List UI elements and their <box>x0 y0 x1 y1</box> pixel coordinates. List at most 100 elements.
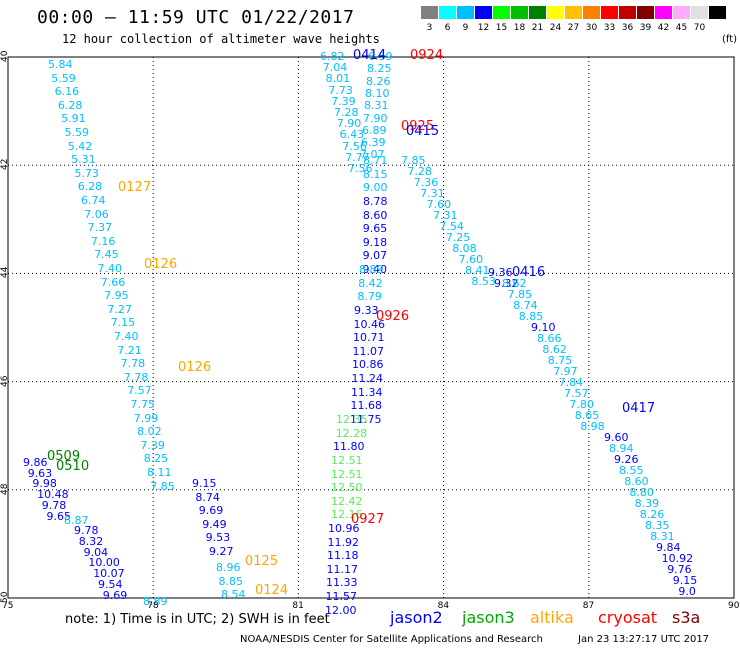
legend-swatch <box>691 6 708 19</box>
satellite-name: jason3 <box>462 608 515 627</box>
wave-height-value: 7.60 <box>426 198 452 211</box>
wave-height-value: 7.99 <box>133 411 159 425</box>
satellite-name: s3a <box>672 608 701 627</box>
wave-height-value: 5.84 <box>48 58 73 71</box>
wave-height-value: 9.69 <box>102 588 128 602</box>
wave-height-value: 8.10 <box>365 86 390 100</box>
wave-height-value: 8.60 <box>362 208 388 222</box>
wave-height-value: 8.54 <box>221 588 246 602</box>
wave-height-value: 7.56 <box>348 162 373 175</box>
wave-height-value: 5.31 <box>71 153 96 167</box>
wave-height-value: 11.33 <box>326 576 358 590</box>
wave-height-value: 9.98 <box>32 477 57 491</box>
wave-height-value: 7.73 <box>328 83 353 97</box>
wave-height-value: 7.84 <box>558 376 584 389</box>
wave-height-value: 12.42 <box>331 494 363 508</box>
wave-height-value: 8.60 <box>624 475 649 488</box>
wave-height-value: 8.26 <box>639 508 665 521</box>
legend-swatch <box>421 6 438 19</box>
legend-label: 30 <box>585 23 598 33</box>
wave-height-value: 7.28 <box>407 165 432 178</box>
wave-height-value: 9.32 <box>494 277 519 290</box>
wave-height-value: 8.74 <box>513 299 538 312</box>
wave-height-value: 6.59 <box>368 50 393 63</box>
wave-height-value: 11.24 <box>351 372 384 385</box>
wave-height-value: 12.50 <box>331 481 363 495</box>
wave-height-value: 9.60 <box>604 431 629 444</box>
legend-label: 27 <box>567 23 580 33</box>
x-tick-label: 90 <box>728 601 740 611</box>
wave-height-value: 8.26 <box>366 74 391 88</box>
wave-height-value: 8.31 <box>650 530 675 543</box>
legend-label: 12 <box>477 23 490 33</box>
wave-height-value: 8.65 <box>574 409 600 422</box>
pass-time-label: 0126 <box>178 360 212 375</box>
wave-height-value: 5.42 <box>67 139 93 153</box>
wave-height-value: 7.04 <box>322 61 348 75</box>
page-subtitle: 12 hour collection of altimeter wave hei… <box>62 32 380 46</box>
wave-height-value: 7.27 <box>107 302 132 316</box>
wave-height-value: 7.78 <box>123 370 149 384</box>
y-tick-label: 42 <box>0 158 10 171</box>
wave-height-value: 8.35 <box>645 519 670 532</box>
wave-height-value: 7.85 <box>150 479 175 493</box>
wave-height-value: 8.42 <box>358 276 383 290</box>
legend-label: 42 <box>657 23 670 33</box>
wave-height-value: 8.62 <box>542 343 567 356</box>
wave-height-value: 9.69 <box>198 504 224 518</box>
y-tick-label: 50 <box>0 591 10 603</box>
wave-height-value: 9.78 <box>74 524 99 537</box>
map-grid <box>7 56 735 599</box>
wave-height-value: 6.74 <box>81 194 106 207</box>
wave-height-value: 9.33 <box>354 304 379 317</box>
wave-height-value: 11.18 <box>327 549 359 563</box>
wave-height-value: 8.25 <box>367 62 392 76</box>
wave-height-value: 7.90 <box>336 117 362 131</box>
pass-time-label: 0415 <box>406 124 440 139</box>
legend-swatch <box>511 6 528 19</box>
wave-height-value: 8.01 <box>325 72 351 86</box>
wave-height-value: 7.25 <box>445 231 471 244</box>
wave-height-value: 8.80 <box>629 486 654 499</box>
wave-height-value: 7.28 <box>334 106 359 119</box>
wave-height-value: 9.15 <box>192 477 217 490</box>
wave-height-value: 10.86 <box>352 358 384 372</box>
map-plot-area: 5.84 5.59 6.16 6.28 5.91 5.59 5.42 5.31 5.73 6.28… <box>7 48 735 617</box>
wave-height-value: 8.66 <box>537 332 562 345</box>
wave-height-value: 7.15 <box>110 316 136 330</box>
wave-height-value: 12.51 <box>331 454 363 467</box>
wave-height-value: 8.25 <box>143 452 169 466</box>
wave-height-value: 7.85 <box>401 154 426 167</box>
wave-height-value: 11.75 <box>350 412 382 426</box>
legend-swatch <box>493 6 510 19</box>
wave-height-value: 8.02 <box>137 425 162 439</box>
wave-height-value: 11.34 <box>351 385 383 399</box>
wave-height-value: 6.28 <box>57 98 83 112</box>
wave-height-value: 7.78 <box>120 357 146 371</box>
wave-height-value: 12.16 <box>331 508 363 522</box>
legend-label: 36 <box>621 23 634 33</box>
wave-height-value: 11.68 <box>350 399 383 413</box>
wave-height-value: 6.89 <box>362 123 387 137</box>
wave-height-value: 8.87 <box>64 514 89 527</box>
wave-height-value: 11.80 <box>333 440 365 453</box>
wave-height-value: 8.94 <box>609 442 634 455</box>
wave-height-value: 8.98 <box>580 420 605 433</box>
wave-height-value: 10.00 <box>88 556 120 570</box>
x-tick-label: 81 <box>292 601 304 611</box>
wave-height-value: 9.53 <box>205 531 231 545</box>
wave-height-value: 6.16 <box>54 85 80 99</box>
legend-label: 39 <box>639 23 652 33</box>
wave-height-value: 9.26 <box>614 453 639 466</box>
pass-time-label: 0124 <box>255 583 289 598</box>
legend-swatch <box>655 6 672 19</box>
wave-height-value: 7.37 <box>87 221 113 235</box>
satellite-name: altika <box>530 608 574 627</box>
wave-height-value: 8.75 <box>547 354 573 367</box>
wave-height-value: 7.57 <box>127 384 152 398</box>
pass-time-label: 0510 <box>56 459 90 474</box>
wave-height-value: 5.73 <box>74 166 99 180</box>
wave-height-value: 11.92 <box>327 535 360 549</box>
wave-height-value: 8.78 <box>363 195 388 208</box>
wave-height-value: 7.56 <box>342 139 367 153</box>
